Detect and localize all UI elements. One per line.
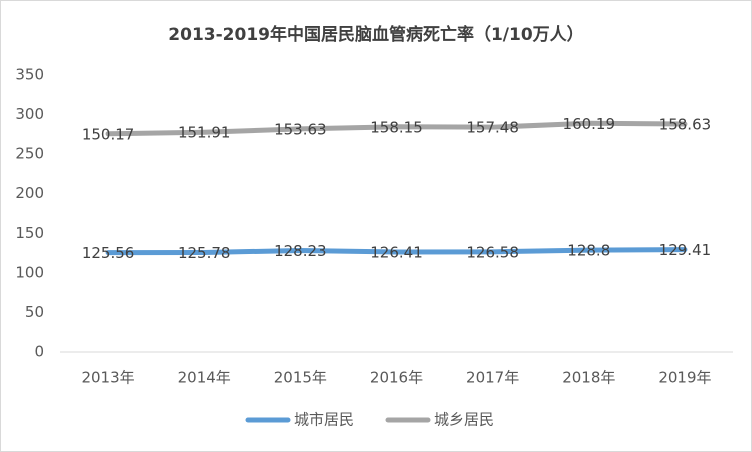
legend-label: 城乡居民 xyxy=(434,411,494,429)
series-line xyxy=(105,120,688,137)
series-line xyxy=(105,247,688,256)
legend-label: 城市居民 xyxy=(294,411,354,429)
data-label: 151.91 xyxy=(178,124,231,142)
y-tick-label: 0 xyxy=(34,343,44,361)
x-tick-label: 2013年 xyxy=(81,369,134,387)
data-label: 128.23 xyxy=(274,242,327,260)
data-label: 129.41 xyxy=(659,241,712,259)
x-tick-label: 2018年 xyxy=(562,369,615,387)
x-tick-label: 2016年 xyxy=(370,369,423,387)
data-label: 153.63 xyxy=(274,120,327,138)
data-label: 158.15 xyxy=(370,118,423,136)
data-label: 158.63 xyxy=(659,116,712,134)
data-label: 150.17 xyxy=(82,125,135,143)
chart-title: 2013-2019年中国居民脑血管病死亡率（1/10万人） xyxy=(168,24,583,45)
y-tick-label: 250 xyxy=(15,145,44,163)
data-label: 126.58 xyxy=(466,243,519,261)
y-tick-label: 350 xyxy=(15,66,44,84)
x-tick-label: 2017年 xyxy=(466,369,519,387)
data-label: 126.41 xyxy=(370,243,423,261)
y-tick-label: 50 xyxy=(25,303,44,321)
data-label: 157.48 xyxy=(466,119,519,137)
data-label: 128.8 xyxy=(567,242,610,260)
data-label: 160.19 xyxy=(563,115,616,133)
x-tick-label: 2019年 xyxy=(658,369,711,387)
y-tick-label: 150 xyxy=(15,224,44,242)
data-label: 125.56 xyxy=(82,244,135,262)
y-tick-label: 100 xyxy=(15,263,44,281)
x-tick-label: 2014年 xyxy=(178,369,231,387)
y-tick-label: 200 xyxy=(15,184,44,202)
y-tick-label: 300 xyxy=(15,105,44,123)
x-tick-label: 2015年 xyxy=(274,369,327,387)
data-label: 125.78 xyxy=(178,244,231,262)
